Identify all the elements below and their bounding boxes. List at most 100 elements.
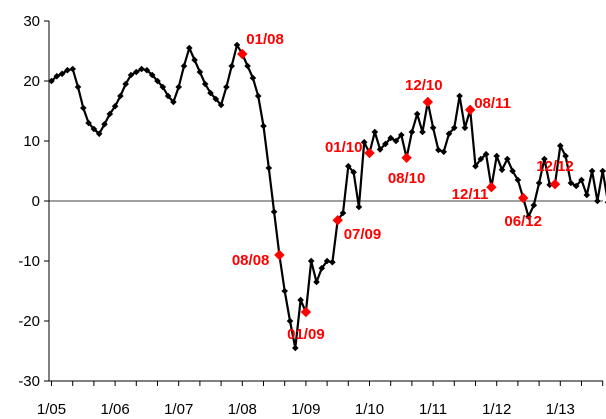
data-point [355, 203, 363, 211]
data-point [339, 209, 347, 217]
data-point [101, 120, 108, 128]
data-point [111, 102, 119, 110]
data-point [138, 65, 145, 73]
x-tick-label: 1/07 [164, 401, 193, 418]
annotation-label: 08/08 [232, 252, 270, 269]
data-point [53, 72, 61, 80]
data-point [429, 124, 437, 132]
data-point [360, 138, 368, 146]
data-point [318, 264, 326, 272]
x-tick-label: 1/08 [228, 401, 257, 418]
data-point [48, 77, 55, 85]
data-point [392, 137, 400, 145]
data-point [265, 164, 273, 172]
data-point [249, 74, 257, 82]
data-point [90, 125, 98, 133]
data-point [419, 128, 426, 136]
highlight-point [300, 306, 312, 318]
data-point [514, 176, 522, 184]
data-point [64, 66, 71, 74]
highlight-point [401, 152, 412, 163]
data-point [127, 71, 135, 79]
data-point [196, 68, 204, 76]
data-point [270, 208, 278, 216]
annotation-label: 08/10 [388, 170, 426, 187]
y-tick-label: -30 [18, 373, 40, 390]
data-point [122, 80, 129, 88]
highlight-point [274, 249, 285, 261]
data-point [498, 166, 506, 174]
data-point [69, 65, 76, 73]
data-point [286, 317, 294, 325]
y-tick-label: 30 [23, 13, 40, 30]
data-point [244, 62, 251, 70]
data-point [74, 83, 82, 91]
annotation-label: 12/10 [405, 77, 443, 94]
data-point [207, 89, 214, 97]
data-point [85, 119, 92, 127]
data-point [541, 155, 548, 163]
data-point [260, 122, 267, 130]
highlight-point [422, 96, 433, 108]
y-tick-label: 10 [23, 133, 40, 150]
data-point [451, 124, 458, 132]
data-point [80, 104, 87, 112]
annotation-label: 12/11 [452, 186, 489, 203]
data-point [117, 92, 124, 100]
data-point [572, 182, 580, 190]
x-tick-label: 1/05 [37, 401, 66, 418]
highlight-point [518, 192, 529, 204]
highlight-point [364, 147, 375, 159]
data-point [58, 70, 66, 78]
highlight-point [237, 48, 248, 60]
data-point [408, 128, 416, 136]
data-point [164, 92, 172, 100]
highlight-point [332, 215, 343, 226]
data-point [170, 98, 177, 106]
data-point [313, 278, 320, 286]
annotation-label: 07/09 [344, 226, 382, 243]
data-point [535, 179, 543, 187]
data-point [398, 131, 405, 139]
data-point [493, 152, 500, 160]
data-point [191, 56, 198, 64]
data-point [217, 101, 225, 109]
data-point [509, 167, 516, 175]
data-point [594, 197, 601, 205]
data-point [254, 92, 262, 100]
y-tick-label: -10 [18, 253, 40, 270]
data-point [504, 155, 511, 163]
x-tick-label: 1/09 [291, 401, 320, 418]
data-point [440, 148, 447, 156]
data-point [445, 130, 453, 138]
data-point [307, 257, 315, 265]
data-point [175, 83, 182, 91]
data-point [223, 83, 230, 91]
data-point [201, 80, 209, 88]
data-point [525, 213, 532, 220]
data-point [345, 162, 352, 170]
data-point [482, 150, 490, 158]
data-point [143, 66, 151, 74]
data-point [562, 152, 569, 160]
highlight-point [549, 179, 561, 190]
data-point [329, 258, 336, 266]
x-tick-label: 1/12 [482, 401, 511, 418]
y-tick-label: -20 [18, 313, 40, 330]
x-tick-label: 1/13 [546, 401, 575, 418]
data-point [186, 44, 193, 52]
data-point [557, 142, 564, 150]
data-point [133, 68, 140, 76]
data-point [180, 62, 188, 70]
annotation-label: 01/09 [287, 326, 325, 343]
data-point [456, 92, 463, 100]
x-tick-label: 1/10 [355, 401, 384, 418]
annotations: 01/08 08/08 01/09 07/09 01/10 08/10 12/10 08/11… [232, 31, 574, 343]
data-point [350, 168, 357, 176]
series-markers [48, 41, 606, 352]
highlight-point [465, 104, 476, 115]
data-point [371, 128, 379, 136]
data-point [323, 257, 331, 265]
data-point [228, 62, 235, 70]
